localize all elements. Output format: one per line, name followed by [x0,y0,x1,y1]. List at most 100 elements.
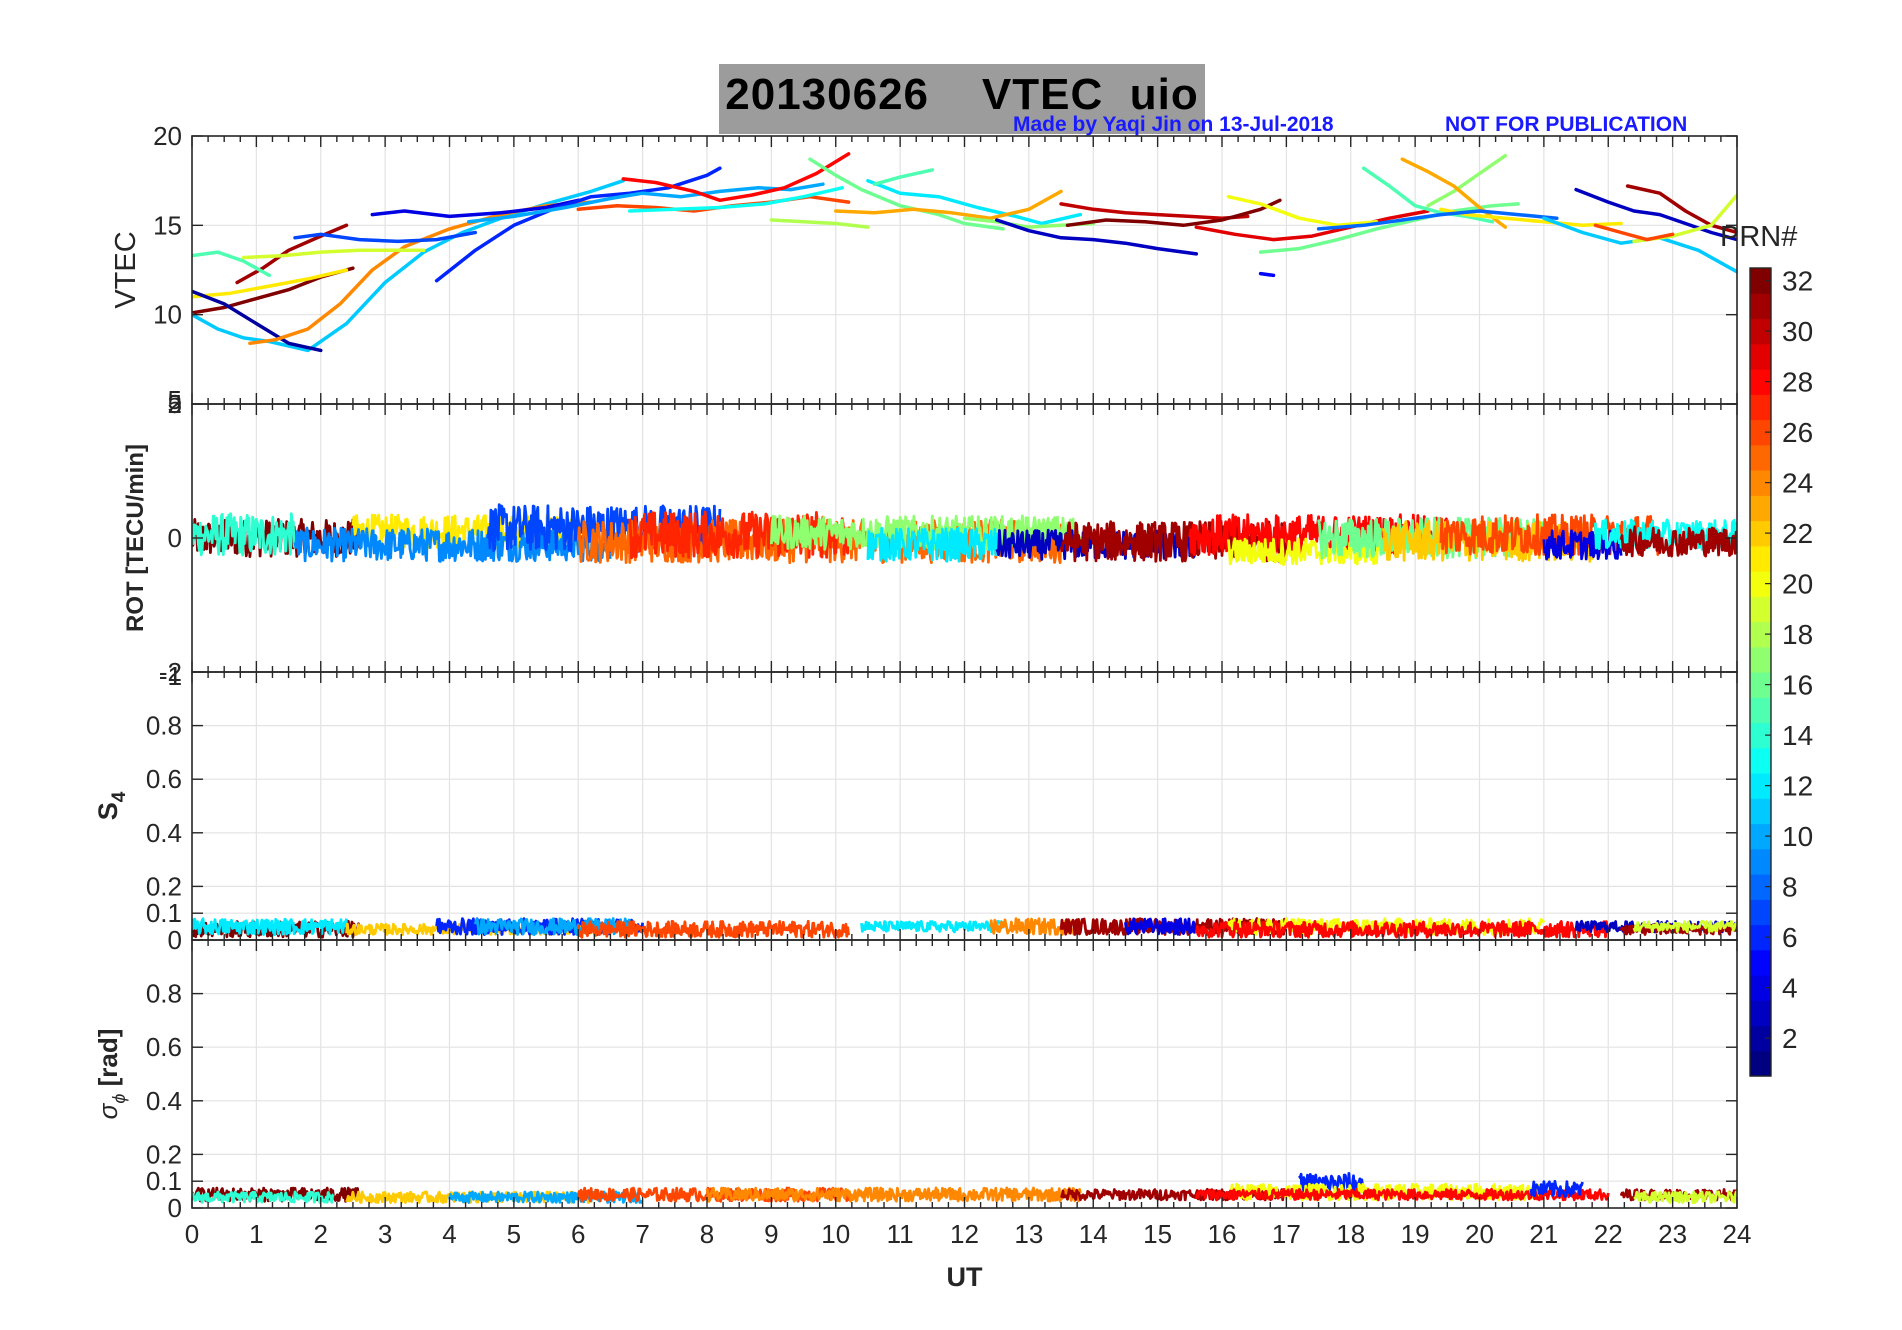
colorbar-swatch [1750,369,1771,395]
series-prn-6 [1298,1172,1365,1196]
series-prn-16 [808,157,1005,231]
colorbar-swatch [1750,444,1771,471]
series-prn-12 [866,178,1083,226]
colorbar-swatch [1750,646,1771,673]
colorbar-swatch [1750,975,1771,1001]
x-tick-label: 0 [185,1219,199,1249]
series-prn-14 [192,512,297,557]
y-tick-label-overlap: -1 [159,661,182,691]
series-prn-32 [1065,198,1282,228]
series-prn-6 [1529,1179,1584,1198]
colorbar-swatch [1750,1050,1771,1077]
colorbar-swatch [1750,773,1771,799]
series-prn-12 [866,526,999,563]
colorbar-tick-label: 30 [1782,316,1813,347]
colorbar-tick-label: 14 [1782,720,1813,751]
y-tick-label: 0.2 [146,1139,182,1169]
colorbar-swatch [1750,621,1771,648]
publication-notice: NOT FOR PUBLICATION [1445,113,1688,136]
x-tick-label: 17 [1272,1219,1301,1249]
series-prn-26 [1593,223,1675,242]
series-prn-31 [1059,519,1288,563]
y-tick-label: 5 [168,389,182,419]
series-prn-31 [235,223,349,285]
series-prn-9 [293,526,612,563]
colorbar-frame [1749,267,1772,1077]
colorbar-tick-label: 18 [1782,619,1813,650]
colorbar-swatch [1750,722,1771,749]
colorbar-swatch [1750,924,1771,951]
series-prn-6 [434,166,722,283]
colorbar-tick-label: 32 [1782,266,1813,297]
y-tick-label: 0 [168,523,182,553]
x-tick-label: 16 [1208,1219,1237,1249]
series-prn-5 [1258,271,1276,278]
y-axis-label-s4: S4 [93,791,130,820]
colorbar-swatch [1750,899,1771,926]
x-tick-label: 5 [507,1219,521,1249]
y-tick-label: 0.4 [146,1086,182,1116]
y-tick-label: 0.6 [146,764,182,794]
series-prn-14 [192,1190,335,1204]
x-tick-label: 21 [1529,1219,1558,1249]
series-prn-24 [705,1186,1082,1203]
y-axis-label-sigma: σϕ [rad] [93,1029,129,1120]
series-prn-28 [1194,1187,1610,1202]
y-tick-label: 0.4 [146,818,182,848]
series-prn-26 [576,919,850,939]
series-prn-19 [241,248,426,260]
x-axis-label: UT [947,1262,983,1292]
y-tick-label: 0.1 [146,898,182,928]
title-box [719,64,1205,134]
series-prn-11 [192,178,626,353]
colorbar-swatch [1750,268,1771,294]
series-prn-24 [248,200,593,346]
colorbar-tick-label: 8 [1782,872,1798,903]
series-prn-23 [834,189,1063,220]
colorbar-swatch [1750,1025,1771,1052]
colorbar-swatch [1750,394,1771,421]
colorbar-swatch [1750,343,1771,370]
colorbar-swatch [1750,747,1771,774]
series-prn-22 [1381,520,1597,563]
x-tick-label: 19 [1401,1219,1430,1249]
series-prn-28 [1194,919,1610,939]
x-tick-label: 15 [1143,1219,1172,1249]
x-tick-label: 1 [249,1219,263,1249]
series-prn-15 [872,168,935,186]
series-prn-17 [1426,153,1508,208]
colorbar-swatch [1750,798,1771,825]
x-tick-label: 6 [571,1219,585,1249]
colorbar-tick-label: 28 [1782,367,1813,398]
series-prn-18 [769,218,870,229]
colorbar-label: PRN# [1720,221,1797,253]
colorbar-swatch [1750,697,1771,724]
colorbar-swatch [1750,823,1771,850]
series-prn-19 [1633,1190,1737,1204]
axes-layer [191,135,1738,1209]
series-prn-8 [1316,209,1559,231]
series-prn-31 [1619,525,1737,558]
series-prn-20 [1226,194,1379,228]
series-prn-12 [860,920,1005,934]
colorbar-tick-label: 22 [1782,518,1813,549]
colorbar-tick-label: 10 [1782,821,1813,852]
colorbar-swatch [1750,545,1771,572]
colorbar-swatch [1750,672,1771,698]
x-tick-label: 14 [1079,1219,1108,1249]
series-prn-20 [1227,536,1385,567]
colorbar-tick-label: 4 [1782,973,1798,1004]
colorbar-swatch [1750,949,1771,976]
series-prn-3 [1574,187,1737,242]
y-tick-label: 0.8 [146,711,182,741]
series-prn-15 [192,250,272,278]
y-tick-label: 10 [153,300,182,330]
y-tick-label: -2 [159,657,182,687]
series-prn-3 [994,218,1199,256]
x-tick-label: 3 [378,1219,392,1249]
series-prn-28 [621,152,851,203]
y-tick-label: 0.1 [146,1166,182,1196]
